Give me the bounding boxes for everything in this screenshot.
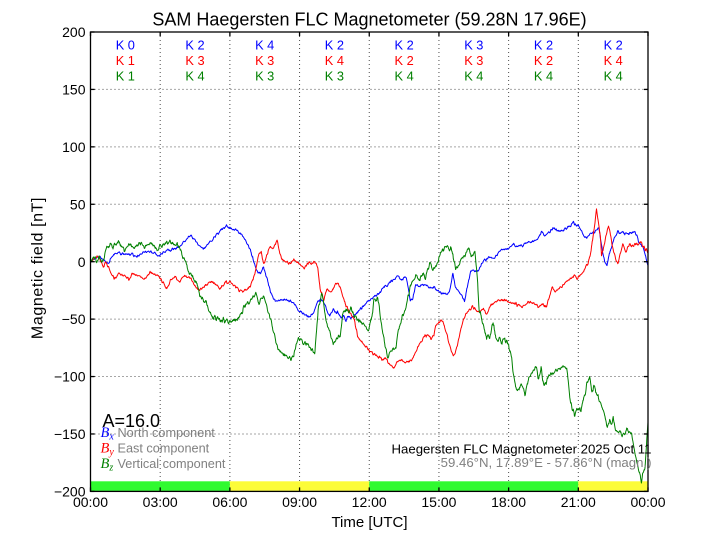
svg-text:K 2: K 2 <box>394 53 413 68</box>
svg-text:K 3: K 3 <box>185 53 204 68</box>
svg-text:00:00: 00:00 <box>630 494 665 510</box>
svg-text:K 4: K 4 <box>325 53 344 68</box>
svg-text:100: 100 <box>62 139 86 155</box>
svg-text:Magnetic field [nT]: Magnetic field [nT] <box>30 197 47 339</box>
svg-text:Vertical component: Vertical component <box>118 457 226 471</box>
svg-text:150: 150 <box>62 82 86 98</box>
svg-text:K 2: K 2 <box>394 38 413 53</box>
svg-text:K 2: K 2 <box>604 38 623 53</box>
svg-text:Haegersten FLC Magnetometer 20: Haegersten FLC Magnetometer 2025 Oct 11 <box>392 442 652 457</box>
svg-text:12:00: 12:00 <box>352 494 387 510</box>
svg-text:K 4: K 4 <box>464 69 483 84</box>
svg-text:59.46°N, 17.89°E - 57.86°N (ma: 59.46°N, 17.89°E - 57.86°N (magn.) <box>441 455 652 470</box>
svg-text:00:00: 00:00 <box>73 494 108 510</box>
svg-text:SAM Haegersten FLC Magnetomete: SAM Haegersten FLC Magnetometer (59.28N … <box>152 10 586 30</box>
svg-text:K 4: K 4 <box>604 69 623 84</box>
svg-text:K 2: K 2 <box>325 38 344 53</box>
svg-text:−100: −100 <box>54 369 86 385</box>
svg-text:Time [UTC]: Time [UTC] <box>331 514 407 531</box>
svg-text:K 2: K 2 <box>534 53 553 68</box>
svg-text:K 3: K 3 <box>464 38 483 53</box>
svg-text:K 4: K 4 <box>604 53 623 68</box>
svg-text:K 3: K 3 <box>255 69 274 84</box>
svg-text:200: 200 <box>62 24 86 40</box>
svg-text:50: 50 <box>70 196 86 212</box>
svg-text:K 1: K 1 <box>116 69 135 84</box>
svg-text:09:00: 09:00 <box>282 494 317 510</box>
svg-text:North component: North component <box>118 426 216 440</box>
svg-text:K 1: K 1 <box>116 53 135 68</box>
svg-text:03:00: 03:00 <box>143 494 178 510</box>
svg-text:−50: −50 <box>62 311 86 327</box>
svg-text:A=16.0: A=16.0 <box>103 411 161 431</box>
svg-text:K 2: K 2 <box>185 38 204 53</box>
svg-text:−150: −150 <box>54 426 86 442</box>
svg-text:18:00: 18:00 <box>491 494 526 510</box>
svg-text:0: 0 <box>78 254 86 270</box>
svg-text:21:00: 21:00 <box>561 494 596 510</box>
svg-text:K 2: K 2 <box>534 38 553 53</box>
svg-text:06:00: 06:00 <box>212 494 247 510</box>
svg-text:East component: East component <box>118 442 210 456</box>
svg-text:15:00: 15:00 <box>421 494 456 510</box>
svg-text:K 4: K 4 <box>255 38 274 53</box>
svg-text:K 4: K 4 <box>394 69 413 84</box>
svg-text:K 3: K 3 <box>255 53 274 68</box>
svg-text:K 4: K 4 <box>185 69 204 84</box>
svg-text:K 3: K 3 <box>325 69 344 84</box>
svg-text:K 4: K 4 <box>534 69 553 84</box>
svg-text:K 3: K 3 <box>464 53 483 68</box>
svg-text:−200: −200 <box>54 484 86 500</box>
svg-text:K 0: K 0 <box>116 38 135 53</box>
